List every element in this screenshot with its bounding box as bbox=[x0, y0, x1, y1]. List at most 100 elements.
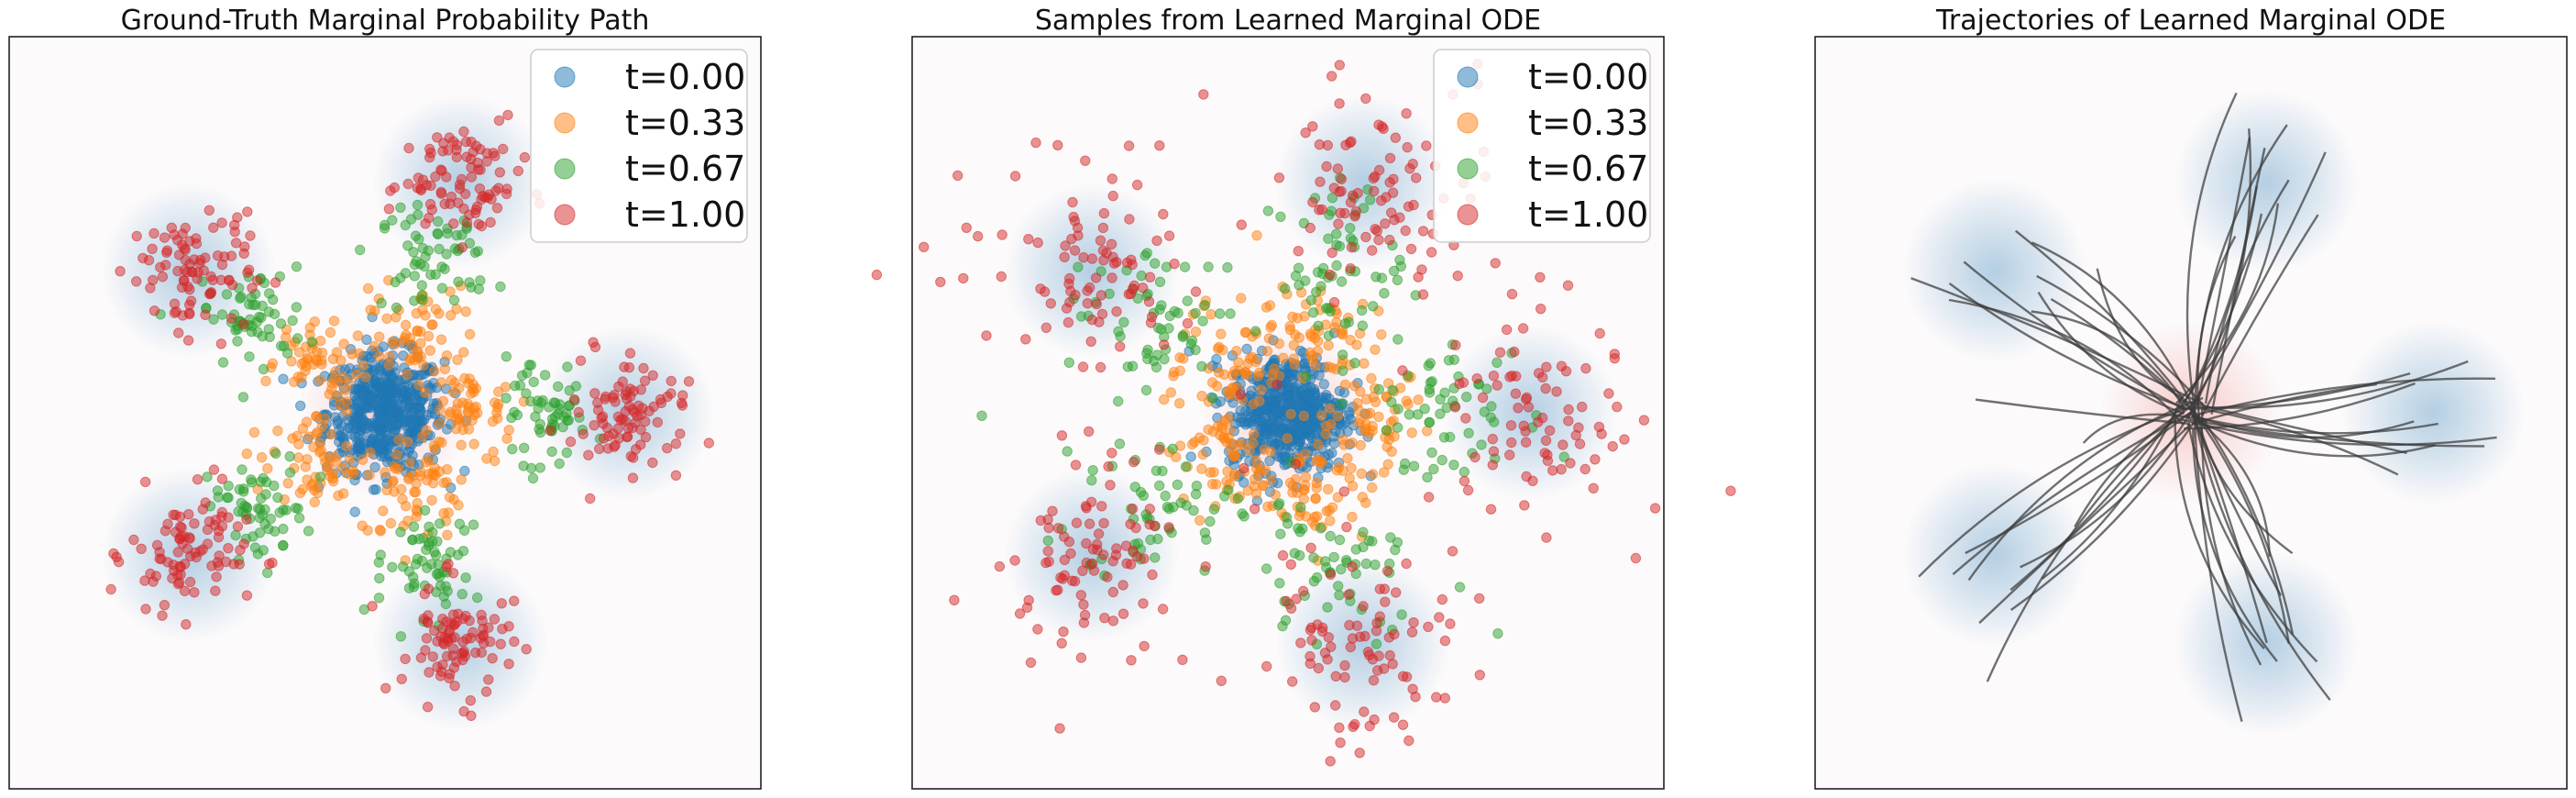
scatter-point-t3 bbox=[1032, 237, 1043, 249]
scatter-point-t1 bbox=[1194, 515, 1205, 526]
scatter-point-t2 bbox=[1426, 447, 1437, 459]
legend-marker-t0 bbox=[1457, 66, 1479, 88]
scatter-point-t3 bbox=[1084, 282, 1095, 294]
scatter-point-t2 bbox=[1182, 295, 1194, 306]
scatter-point-t2 bbox=[1325, 305, 1336, 317]
scatter-point-t2 bbox=[554, 404, 565, 415]
scatter-point-t1 bbox=[464, 328, 476, 340]
scatter-point-t3 bbox=[1344, 619, 1355, 631]
scatter-point-t2 bbox=[373, 593, 385, 604]
scatter-point-t3 bbox=[444, 625, 456, 636]
scatter-point-t2 bbox=[1295, 502, 1306, 513]
scatter-point-t3 bbox=[1128, 283, 1139, 294]
scatter-point-t2 bbox=[270, 448, 281, 460]
scatter-point-t3 bbox=[1382, 565, 1393, 577]
scatter-point-t3 bbox=[1078, 599, 1089, 610]
scatter-point-t2 bbox=[355, 244, 366, 256]
scatter-point-t2 bbox=[1136, 270, 1147, 282]
scatter-point-t2 bbox=[413, 234, 424, 245]
scatter-point-t2 bbox=[232, 336, 243, 347]
scatter-point-t3 bbox=[1541, 532, 1552, 543]
scatter-point-t2 bbox=[410, 559, 422, 570]
scatter-point-t3 bbox=[1061, 303, 1073, 314]
scatter-point-t3 bbox=[140, 604, 151, 615]
scatter-point-t3 bbox=[457, 654, 468, 666]
scatter-point-t2 bbox=[1327, 193, 1338, 204]
scatter-point-t3 bbox=[1096, 501, 1107, 512]
scatter-point-t1 bbox=[427, 319, 438, 330]
scatter-point-t2 bbox=[1197, 316, 1208, 327]
scatter-point-t2 bbox=[1308, 576, 1320, 587]
scatter-point-t1 bbox=[1344, 472, 1355, 483]
scatter-point-t1 bbox=[1357, 492, 1369, 503]
scatter-point-t1 bbox=[362, 283, 374, 294]
scatter-point-t3 bbox=[192, 474, 204, 485]
scatter-point-t1 bbox=[1376, 329, 1387, 340]
scatter-point-t3 bbox=[1098, 517, 1109, 529]
scatter-point-t3 bbox=[423, 617, 434, 628]
scatter-point-t2 bbox=[1063, 357, 1075, 368]
scatter-point-t1 bbox=[292, 452, 304, 463]
scatter-point-t3 bbox=[1460, 413, 1471, 424]
scatter-point-t1 bbox=[335, 399, 346, 410]
scatter-point-t3 bbox=[1307, 121, 1318, 132]
scatter-point-t3 bbox=[465, 695, 476, 706]
scatter-point-t1 bbox=[323, 460, 335, 471]
scatter-point-t1 bbox=[1306, 354, 1318, 365]
scatter-point-t2 bbox=[501, 351, 512, 362]
scatter-point-t3 bbox=[1474, 670, 1486, 681]
scatter-point-t3 bbox=[1401, 558, 1412, 570]
scatter-point-t3 bbox=[1390, 132, 1402, 143]
scatter-point-t1 bbox=[262, 463, 273, 474]
scatter-point-t3 bbox=[1090, 272, 1102, 283]
scatter-point-t1 bbox=[396, 483, 407, 495]
scatter-point-t1 bbox=[1206, 479, 1218, 490]
scatter-point-t3 bbox=[1411, 172, 1422, 183]
scatter-point-t2 bbox=[1396, 609, 1407, 620]
scatter-point-t1 bbox=[369, 340, 380, 352]
scatter-point-t2 bbox=[546, 446, 557, 457]
scatter-point-t3 bbox=[1065, 548, 1076, 560]
scatter-point-t3 bbox=[1367, 245, 1378, 256]
scatter-point-t3 bbox=[1452, 271, 1463, 282]
scatter-point-t2 bbox=[1308, 552, 1319, 563]
scatter-point-t2 bbox=[1336, 398, 1348, 409]
scatter-point-t3 bbox=[1340, 139, 1351, 150]
scatter-point-t3 bbox=[647, 457, 658, 469]
scatter-point-t3 bbox=[1014, 608, 1026, 619]
legend-frame bbox=[530, 49, 748, 243]
scatter-point-t3 bbox=[174, 533, 185, 544]
scatter-point-t1 bbox=[402, 369, 413, 381]
scatter-point-t3 bbox=[466, 137, 477, 148]
scatter-point-t1 bbox=[1190, 327, 1202, 338]
scatter-point-t3 bbox=[1560, 366, 1572, 377]
scatter-point-t2 bbox=[1075, 311, 1087, 322]
scatter-point-t0 bbox=[1274, 439, 1286, 451]
scatter-point-t1 bbox=[357, 454, 369, 465]
scatter-point-t1 bbox=[1186, 438, 1198, 450]
scatter-point-t3 bbox=[1305, 222, 1316, 234]
scatter-point-t3 bbox=[1474, 593, 1485, 604]
scatter-point-t3 bbox=[476, 220, 488, 232]
scatter-point-t3 bbox=[1035, 515, 1047, 526]
scatter-point-t3 bbox=[1509, 346, 1520, 358]
scatter-point-t3 bbox=[175, 561, 186, 572]
legend-label-t2: t=0.67 bbox=[625, 149, 745, 189]
scatter-point-t0 bbox=[1266, 394, 1277, 405]
scatter-point-t3 bbox=[1078, 252, 1089, 263]
scatter-point-t3 bbox=[424, 667, 435, 678]
scatter-point-t2 bbox=[1392, 274, 1404, 285]
scatter-point-t1 bbox=[357, 520, 368, 531]
legend-marker-t1 bbox=[1457, 112, 1479, 134]
scatter-point-t3 bbox=[578, 428, 589, 439]
scatter-point-t0 bbox=[369, 385, 380, 397]
trajectory-line bbox=[2187, 151, 2327, 410]
trajectory-line bbox=[2190, 185, 2258, 392]
scatter-point-t2 bbox=[1150, 361, 1162, 373]
scatter-point-t2 bbox=[441, 249, 452, 260]
scatter-point-t3 bbox=[1551, 386, 1562, 397]
scatter-point-t3 bbox=[1565, 458, 1576, 469]
scatter-point-t1 bbox=[1299, 311, 1310, 322]
scatter-point-t3 bbox=[470, 204, 481, 216]
